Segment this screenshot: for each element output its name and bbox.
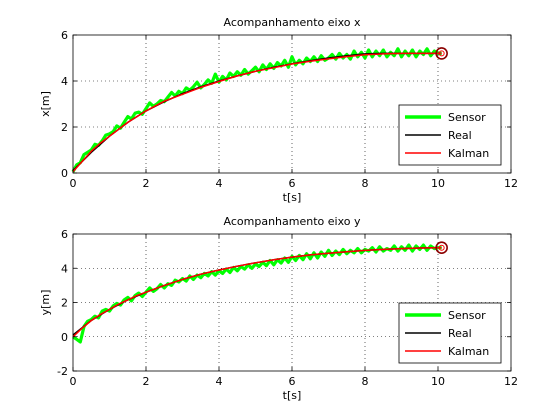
x-tick-label: 0 <box>70 177 77 190</box>
y-tick-label: -2 <box>57 365 68 378</box>
end-marker-inner <box>438 244 445 251</box>
y-tick-label: 6 <box>61 29 68 42</box>
legend-label-real: Real <box>448 129 472 142</box>
series-line-kalman <box>72 52 442 173</box>
legend-label-sensor: Sensor <box>448 111 486 124</box>
y-tick-label: 0 <box>61 167 68 180</box>
x-tick-label: 0 <box>70 375 77 388</box>
x-tick-label: 4 <box>216 177 223 190</box>
y-axis-label: x[m] <box>39 91 52 117</box>
y-tick-label: 4 <box>61 75 68 88</box>
legend-label-real: Real <box>448 327 472 340</box>
x-tick-label: 8 <box>362 375 369 388</box>
x-tick-label: 6 <box>289 177 296 190</box>
chart-x-axis-tracking: 0 2 4 6 8 10 12 0 2 4 6 Acompanhamento eixo x t[s] x[… <box>39 16 518 204</box>
chart-title: Acompanhamento eixo y <box>224 215 361 228</box>
series-line-kalman <box>72 246 442 338</box>
x-tick-label: 12 <box>504 375 518 388</box>
x-tick-label: 6 <box>289 375 296 388</box>
x-tick-label: 4 <box>216 375 223 388</box>
legend-label-kalman: Kalman <box>448 345 489 358</box>
y-tick-label: 2 <box>61 121 68 134</box>
x-tick-label: 2 <box>143 177 150 190</box>
x-tick-label: 10 <box>431 375 445 388</box>
x-tick-label: 2 <box>143 375 150 388</box>
x-tick-label: 10 <box>431 177 445 190</box>
x-tick-label: 8 <box>362 177 369 190</box>
end-marker-outer <box>435 241 448 254</box>
y-tick-label: 0 <box>61 331 68 344</box>
x-axis-label: t[s] <box>283 389 302 402</box>
legend-label-kalman: Kalman <box>448 147 489 160</box>
chart-title: Acompanhamento eixo x <box>224 16 361 29</box>
y-axis-label: y[m] <box>39 290 52 316</box>
x-tick-label: 12 <box>504 177 518 190</box>
end-marker-inner <box>438 50 445 57</box>
end-marker-outer <box>435 47 448 60</box>
y-tick-label: 6 <box>61 228 68 241</box>
legend-label-sensor: Sensor <box>448 309 486 322</box>
y-tick-label: 4 <box>61 262 68 275</box>
x-axis-label: t[s] <box>283 191 302 204</box>
y-tick-label: 2 <box>61 297 68 310</box>
